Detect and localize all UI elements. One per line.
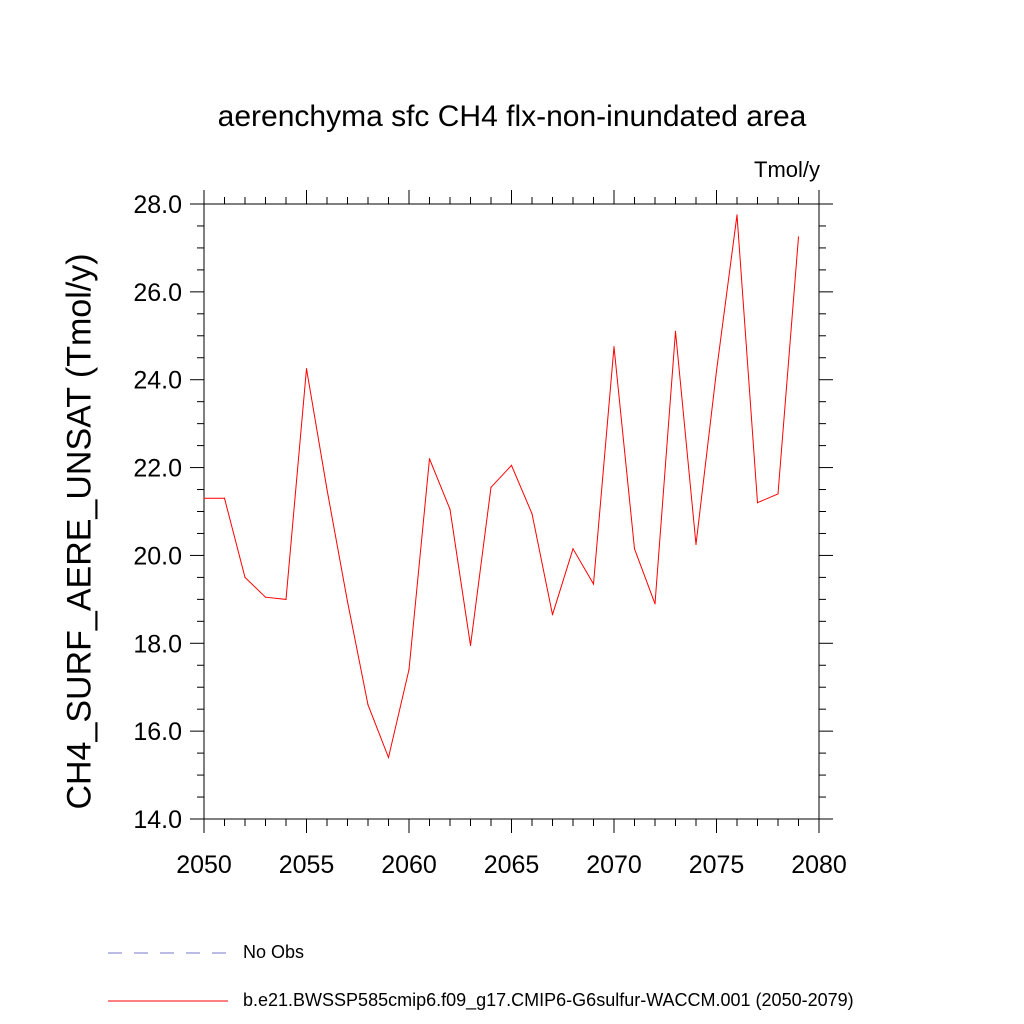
y-tick-label: 22.0	[133, 455, 182, 483]
data-point	[715, 370, 718, 372]
x-tick-label: 2080	[791, 851, 847, 879]
data-point	[285, 598, 287, 600]
data-point	[633, 548, 636, 550]
data-point	[305, 368, 308, 370]
legend-label-no-obs: No Obs	[243, 942, 305, 962]
x-tick-label: 2050	[176, 851, 232, 879]
data-point	[613, 346, 615, 348]
data-point	[531, 513, 533, 515]
y-tick-label: 18.0	[133, 630, 182, 658]
data-point	[203, 497, 205, 499]
data-point	[387, 756, 390, 759]
data-point	[654, 603, 656, 605]
data-point	[326, 488, 328, 491]
data-point	[674, 330, 677, 332]
data-point	[797, 236, 800, 238]
data-point	[264, 596, 267, 598]
legend-label-model-run: b.e21.BWSSP585cmip6.f09_g17.CMIP6-G6sulf…	[243, 990, 854, 1010]
x-tick-label: 2065	[484, 851, 540, 879]
x-tick-label: 2055	[279, 851, 335, 879]
data-point	[244, 576, 246, 578]
data-point	[346, 600, 349, 603]
data-point	[490, 486, 492, 488]
units-label: Tmol/y	[754, 157, 820, 182]
data-point	[572, 548, 574, 550]
chart-title: aerenchyma sfc CH4 flx-non-inundated are…	[217, 100, 807, 133]
x-tick-label: 2075	[689, 851, 745, 879]
y-tick-label: 20.0	[133, 542, 182, 570]
y-tick-label: 14.0	[133, 806, 182, 834]
y-tick-label: 26.0	[133, 279, 182, 307]
data-point	[428, 458, 431, 460]
y-tick-label: 16.0	[133, 718, 182, 746]
data-point	[695, 543, 697, 546]
data-point	[510, 464, 513, 466]
data-point	[449, 508, 451, 510]
y-tick-label: 24.0	[133, 367, 182, 395]
data-point	[223, 497, 226, 499]
data-point	[408, 669, 410, 671]
data-point	[469, 644, 472, 647]
data-point	[551, 614, 554, 616]
data-point	[592, 583, 595, 585]
y-axis-label: CH4_SURF_AERE_UNSAT (Tmol/y)	[60, 253, 99, 810]
y-tick-label: 28.0	[133, 191, 182, 219]
series-line-model-run	[204, 214, 799, 760]
data-point	[736, 214, 738, 216]
data-point	[756, 502, 759, 504]
data-point	[777, 493, 779, 495]
x-tick-label: 2060	[381, 851, 437, 879]
x-tick-label: 2070	[586, 851, 642, 879]
data-point	[367, 704, 369, 706]
